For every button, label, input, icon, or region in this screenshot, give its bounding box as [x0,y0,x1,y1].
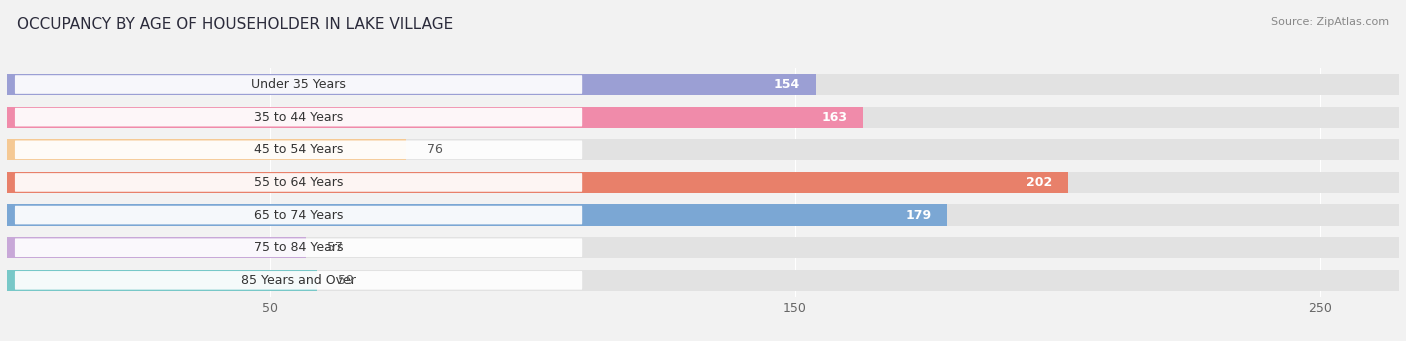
FancyBboxPatch shape [15,271,582,290]
Text: 65 to 74 Years: 65 to 74 Years [254,209,343,222]
Bar [7,270,316,291]
Text: 76: 76 [427,143,443,156]
FancyBboxPatch shape [15,173,582,192]
Text: 35 to 44 Years: 35 to 44 Years [254,111,343,124]
Bar [7,106,863,128]
Text: 163: 163 [821,111,848,124]
FancyBboxPatch shape [15,75,582,94]
Text: 55 to 64 Years: 55 to 64 Years [254,176,343,189]
FancyBboxPatch shape [15,140,582,159]
Text: 179: 179 [905,209,932,222]
Bar [7,139,1399,160]
Text: Under 35 Years: Under 35 Years [252,78,346,91]
Bar [7,172,1399,193]
Text: Source: ZipAtlas.com: Source: ZipAtlas.com [1271,17,1389,27]
Bar [7,74,815,95]
Bar [7,205,1399,226]
Bar [7,237,307,258]
Bar [7,74,1399,95]
FancyBboxPatch shape [15,238,582,257]
Text: 154: 154 [773,78,800,91]
FancyBboxPatch shape [15,108,582,127]
Text: OCCUPANCY BY AGE OF HOUSEHOLDER IN LAKE VILLAGE: OCCUPANCY BY AGE OF HOUSEHOLDER IN LAKE … [17,17,453,32]
Text: 59: 59 [337,274,354,287]
Bar [7,237,1399,258]
Bar [7,270,1399,291]
FancyBboxPatch shape [15,206,582,224]
Bar [7,205,948,226]
Text: 75 to 84 Years: 75 to 84 Years [254,241,343,254]
Text: 57: 57 [328,241,343,254]
Bar [7,172,1069,193]
Text: 85 Years and Over: 85 Years and Over [240,274,356,287]
Bar [7,139,406,160]
Bar [7,106,1399,128]
Text: 202: 202 [1026,176,1052,189]
Text: 45 to 54 Years: 45 to 54 Years [254,143,343,156]
